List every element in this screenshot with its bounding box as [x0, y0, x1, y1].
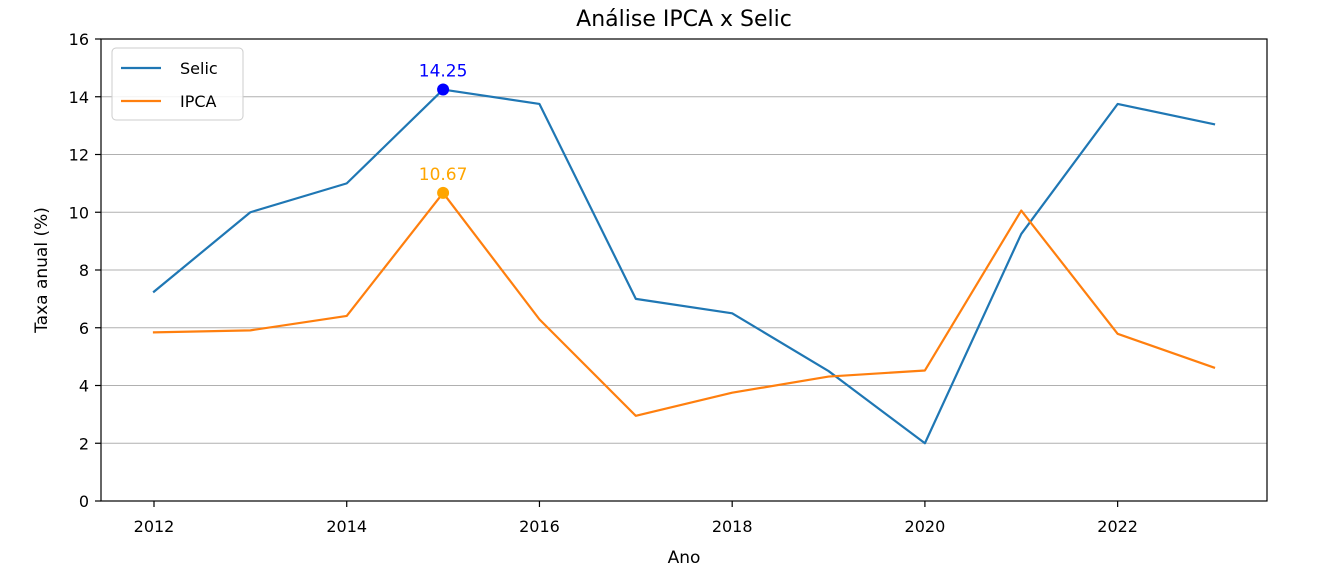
data-point-ipca — [538, 318, 541, 321]
series-line-ipca — [152, 191, 1216, 417]
legend: Selic IPCA — [111, 47, 244, 121]
y-tick-label: 2 — [79, 434, 89, 453]
peak-markers: 14.25 10.67 — [419, 62, 468, 199]
data-point-ipca — [153, 331, 156, 334]
series-line-selic — [152, 88, 1216, 445]
y-tick-label: 4 — [79, 377, 89, 396]
x-tick-label: 2016 — [519, 517, 560, 536]
data-point-selic — [731, 312, 734, 315]
y-axis: 0 2 4 6 8 10 12 14 16 — [69, 30, 101, 511]
data-point-ipca — [249, 329, 252, 332]
data-point-selic — [923, 442, 926, 445]
data-point-selic — [153, 290, 156, 293]
series-lines — [152, 88, 1216, 445]
data-point-ipca — [1020, 209, 1023, 212]
grid — [101, 96, 1267, 444]
y-tick-label: 16 — [69, 30, 89, 49]
x-tick-label: 2018 — [712, 517, 753, 536]
data-point-ipca — [634, 414, 637, 417]
data-point-selic — [345, 182, 348, 185]
y-tick-label: 0 — [79, 492, 89, 511]
peak-marker-ipca — [437, 186, 450, 199]
data-point-ipca — [923, 369, 926, 372]
legend-box — [111, 47, 244, 121]
chart-title: Análise IPCA x Selic — [576, 7, 792, 32]
y-tick-label: 6 — [79, 319, 89, 338]
y-axis-label: Taxa anual (%) — [32, 207, 52, 334]
x-tick-label: 2022 — [1097, 517, 1138, 536]
peak-label-ipca: 10.67 — [419, 165, 468, 185]
data-point-selic — [827, 370, 830, 373]
x-tick-label: 2012 — [134, 517, 175, 536]
x-axis-label: Ano — [668, 548, 701, 568]
peak-label-selic: 14.25 — [419, 62, 468, 82]
y-tick-label: 12 — [69, 146, 89, 165]
x-axis: 2012 2014 2016 2018 2020 2022 — [134, 501, 1138, 536]
legend-label-ipca: IPCA — [180, 92, 217, 111]
peak-marker-selic — [437, 83, 450, 96]
data-point-ipca — [731, 391, 734, 394]
data-point-ipca — [345, 314, 348, 317]
data-point-selic — [1213, 123, 1216, 126]
data-point-ipca — [827, 375, 830, 378]
y-tick-label: 10 — [69, 203, 89, 222]
data-point-selic — [538, 102, 541, 105]
data-point-selic — [249, 211, 252, 214]
x-tick-label: 2020 — [905, 517, 946, 536]
data-point-selic — [1020, 232, 1023, 235]
legend-label-selic: Selic — [180, 59, 218, 78]
y-tick-label: 8 — [79, 261, 89, 280]
x-tick-label: 2014 — [326, 517, 367, 536]
data-point-selic — [634, 297, 637, 300]
y-tick-label: 14 — [69, 88, 89, 107]
data-point-ipca — [1213, 366, 1216, 369]
data-point-ipca — [1116, 332, 1119, 335]
data-point-selic — [1116, 102, 1119, 105]
